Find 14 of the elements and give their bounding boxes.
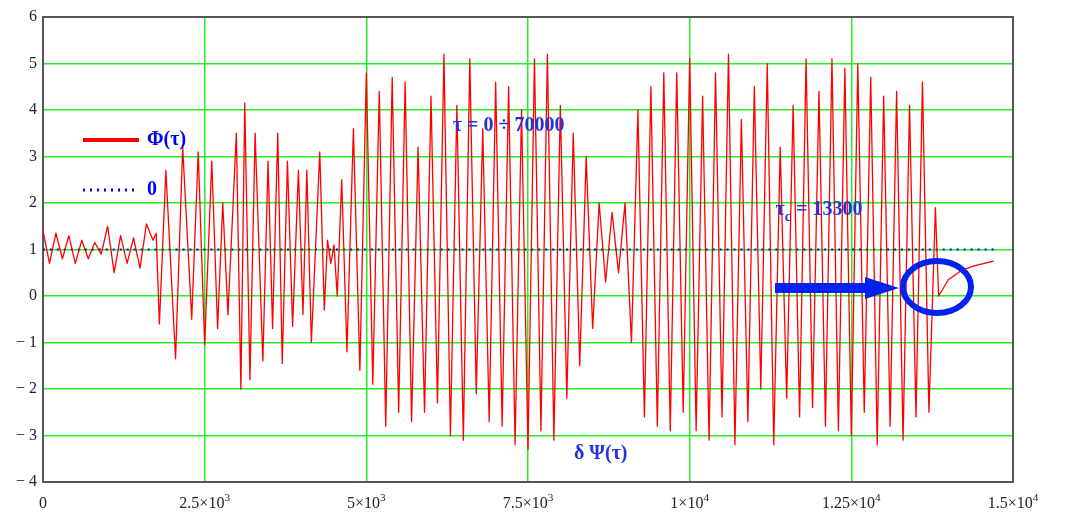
y-tick-label: 2 [29, 193, 37, 211]
y-tick-label: 3 [29, 146, 37, 164]
y-tick-label: − 4 [15, 472, 38, 490]
y-tick-label: − 1 [15, 332, 38, 350]
y-tick-label: 4 [29, 100, 37, 118]
legend-label: 0 [147, 177, 157, 200]
y-tick-label: 0 [29, 286, 37, 304]
y-tick-label: − 3 [15, 425, 38, 443]
y-tick-label: 1 [29, 239, 37, 257]
y-tick-label: 6 [29, 7, 37, 25]
legend-label: Φ(τ) [147, 127, 187, 151]
y-tick-label: − 2 [15, 379, 38, 397]
y-tick-label: 5 [29, 53, 37, 71]
annotation: δ Ψ(τ) [573, 441, 628, 465]
